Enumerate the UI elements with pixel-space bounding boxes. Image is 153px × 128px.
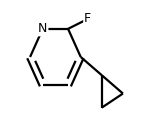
Text: F: F [84, 13, 91, 25]
Text: N: N [38, 22, 47, 35]
